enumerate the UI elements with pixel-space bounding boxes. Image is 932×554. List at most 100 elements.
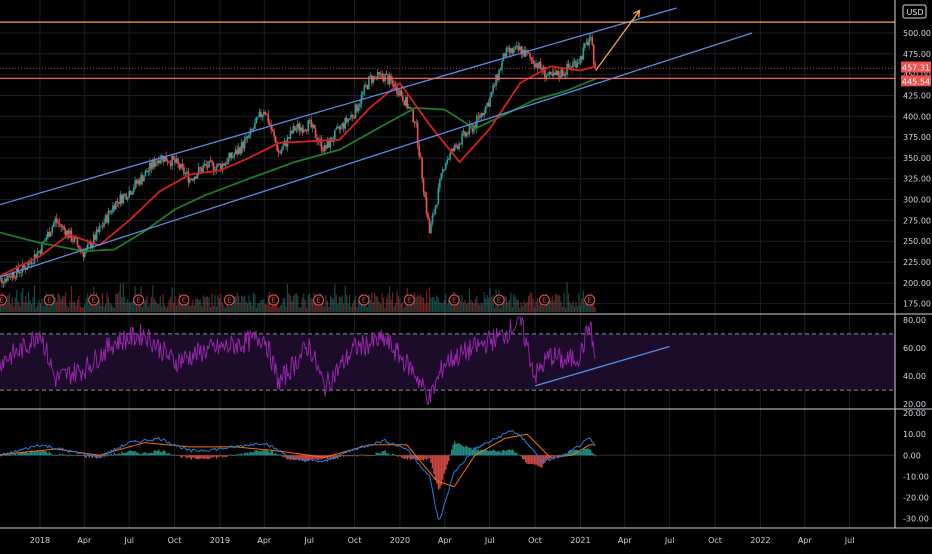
volume-bar	[425, 290, 428, 312]
volume-bar	[562, 306, 564, 312]
volume-bar	[396, 291, 398, 312]
rsi-pane[interactable]	[0, 316, 895, 405]
macd-histogram-bar	[229, 454, 231, 456]
volume-bar	[386, 297, 388, 312]
macd-histogram-bar	[573, 449, 576, 456]
volume-bar	[121, 296, 123, 312]
macd-histogram-bar	[209, 455, 212, 458]
volume-bar	[585, 297, 587, 312]
earnings-marker[interactable]: E	[358, 294, 370, 306]
volume-bar	[443, 299, 445, 312]
macd-histogram-bar	[4, 454, 6, 456]
macd-histogram-bar	[548, 455, 551, 460]
macd-histogram-bar	[162, 450, 164, 456]
candle-body	[183, 166, 185, 175]
earnings-marker[interactable]: E	[493, 294, 505, 306]
candle-body	[382, 77, 385, 82]
candle-body	[440, 173, 443, 180]
earnings-marker[interactable]: E	[313, 294, 325, 306]
macd-histogram-bar	[445, 455, 447, 471]
volume-bar	[165, 307, 167, 312]
macd-histogram-bar	[411, 455, 413, 460]
earnings-marker[interactable]: E	[584, 294, 596, 306]
rsi-line	[0, 316, 596, 405]
earnings-marker[interactable]: E	[178, 294, 190, 306]
volume-bar	[19, 305, 21, 312]
candle-body	[433, 213, 435, 216]
macd-histogram-bar	[345, 455, 348, 457]
candle-body	[450, 148, 453, 153]
candle-body	[128, 190, 130, 198]
price-pane[interactable]	[0, 7, 895, 288]
volume-bar	[212, 305, 215, 312]
candle-body	[245, 136, 247, 140]
currency-button[interactable]: USD	[902, 4, 927, 19]
candle-body	[338, 126, 341, 130]
candle-body	[431, 215, 434, 224]
earnings-label: E	[182, 297, 186, 305]
candle-body	[581, 56, 583, 60]
earnings-marker[interactable]: E	[0, 294, 7, 306]
macd-histogram-bar	[159, 451, 161, 456]
earnings-marker[interactable]: E	[88, 294, 100, 306]
candle-body	[428, 218, 431, 234]
volume-bar	[147, 306, 150, 312]
macd-histogram-bar	[172, 454, 175, 456]
candle-body	[175, 158, 178, 163]
volume-bar	[190, 305, 192, 312]
earnings-marker[interactable]: E	[43, 294, 55, 306]
macd-tick-label: -10.00	[903, 472, 929, 481]
candle-body	[524, 50, 527, 57]
candle-body	[172, 155, 175, 160]
candle-body	[345, 117, 348, 123]
volume-bar	[4, 303, 6, 312]
volume-bar	[243, 295, 246, 312]
macd-histogram-bar	[124, 452, 126, 456]
candle-body	[447, 158, 450, 160]
macd-histogram-bar	[482, 450, 484, 456]
macd-histogram-bar	[75, 454, 77, 456]
macd-histogram-bar	[329, 455, 332, 459]
earnings-marker[interactable]: E	[133, 294, 145, 306]
time-tick-label: Oct	[528, 536, 542, 545]
candle-body	[455, 144, 457, 147]
macd-histogram-bar	[433, 455, 435, 475]
candle-body	[94, 234, 96, 240]
macd-histogram-bar	[375, 452, 377, 456]
volume-bar	[300, 306, 302, 312]
candle-body	[348, 117, 351, 120]
candle-body	[84, 252, 86, 257]
volume-bar	[331, 297, 333, 312]
earnings-marker[interactable]: E	[403, 294, 415, 306]
price-tick-label: 375.00	[903, 133, 931, 142]
candle-body	[4, 278, 6, 283]
macd-pane[interactable]	[0, 429, 895, 520]
volume-bar	[522, 305, 524, 312]
volume-bar	[335, 294, 337, 312]
candle-body	[57, 222, 59, 224]
macd-histogram-bar	[35, 450, 37, 456]
volume-bar	[477, 303, 479, 312]
candle-body	[381, 73, 383, 78]
price-tick-label: 425.00	[903, 91, 931, 100]
earnings-marker[interactable]: E	[223, 294, 235, 306]
earnings-marker[interactable]: E	[448, 294, 460, 306]
earnings-marker[interactable]: E	[538, 294, 550, 306]
volume-bar	[122, 282, 124, 312]
candle-body	[116, 201, 119, 203]
macd-histogram-bar	[17, 453, 19, 456]
macd-histogram-bar	[498, 450, 500, 456]
projection-arrow-head	[632, 9, 641, 18]
volume-bar	[246, 303, 249, 312]
volume-bar	[118, 292, 120, 312]
candle-body	[260, 112, 262, 117]
candle-body	[490, 92, 493, 97]
time-tick-label: Jul	[844, 536, 855, 545]
volume-bar	[388, 286, 391, 312]
volume-bar	[187, 296, 189, 312]
candle-body	[576, 63, 579, 68]
earnings-marker[interactable]: E	[268, 294, 280, 306]
